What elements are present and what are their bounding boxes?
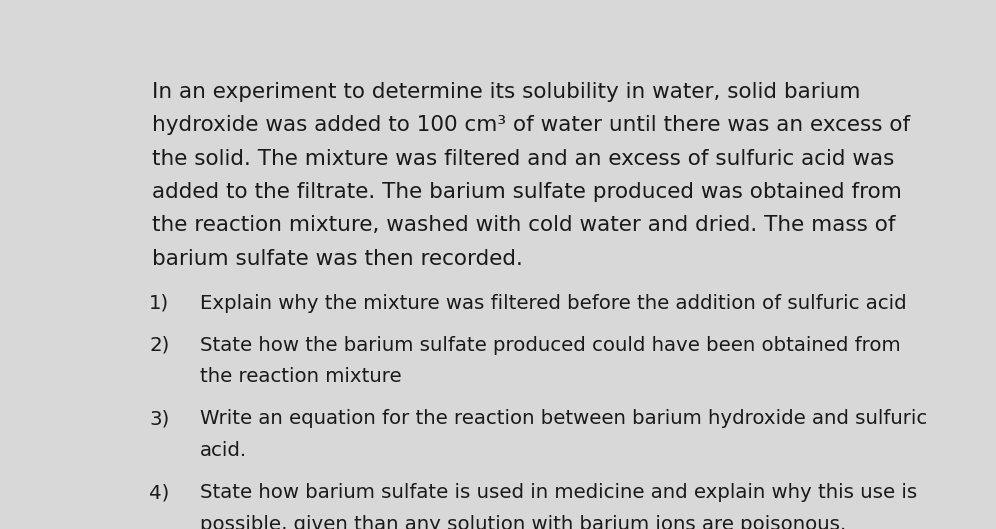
Text: 3): 3)	[149, 409, 169, 428]
Text: Write an equation for the reaction between barium hydroxide and sulfuric: Write an equation for the reaction betwe…	[200, 409, 927, 428]
Text: hydroxide was added to 100 cm³ of water until there was an excess of: hydroxide was added to 100 cm³ of water …	[151, 115, 909, 135]
Text: State how the barium sulfate produced could have been obtained from: State how the barium sulfate produced co…	[200, 335, 900, 354]
Text: the solid. The mixture was filtered and an excess of sulfuric acid was: the solid. The mixture was filtered and …	[151, 149, 893, 169]
Text: Explain why the mixture was filtered before the addition of sulfuric acid: Explain why the mixture was filtered bef…	[200, 294, 906, 313]
Text: acid.: acid.	[200, 441, 247, 460]
Text: In an experiment to determine its solubility in water, solid barium: In an experiment to determine its solubi…	[151, 82, 860, 102]
Text: 1): 1)	[149, 294, 169, 313]
Text: added to the filtrate. The barium sulfate produced was obtained from: added to the filtrate. The barium sulfat…	[151, 182, 901, 202]
Text: barium sulfate was then recorded.: barium sulfate was then recorded.	[151, 249, 522, 269]
Text: the reaction mixture: the reaction mixture	[200, 367, 401, 386]
Text: the reaction mixture, washed with cold water and dried. The mass of: the reaction mixture, washed with cold w…	[151, 215, 895, 235]
Text: State how barium sulfate is used in medicine and explain why this use is: State how barium sulfate is used in medi…	[200, 483, 917, 502]
Text: 4): 4)	[149, 483, 169, 502]
Text: 2): 2)	[149, 335, 169, 354]
Text: possible, given than any solution with barium ions are poisonous.: possible, given than any solution with b…	[200, 515, 847, 529]
